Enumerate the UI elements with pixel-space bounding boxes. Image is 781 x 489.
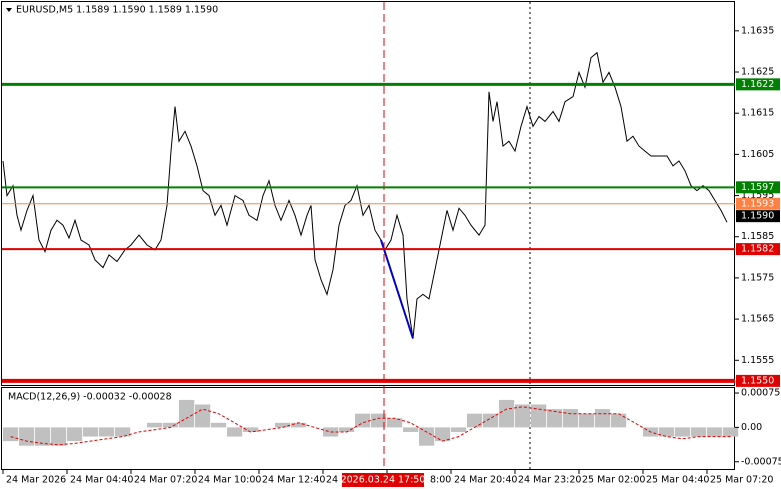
macd-bar [291,422,307,428]
level-label-box [736,78,780,91]
y-tick-label: 1.1605 [741,149,774,160]
macd-bar [467,413,483,428]
macd-bar [83,427,99,437]
macd-bar [611,413,627,428]
crosshair-label: 2026.03.24 17:50 [341,475,426,486]
macd-bar [515,404,531,428]
x-tick-label: 24 Mar 10:00 [198,475,261,486]
macd-bar [211,422,227,428]
x-tick-label: 8:00 [430,475,451,486]
y-tick-label: 1.1575 [741,272,774,283]
macd-bar [723,427,739,437]
macd-bar [67,427,83,442]
macd-bar [51,427,67,446]
macd-bar [579,413,595,428]
macd-bar [531,404,547,428]
x-tick-label: 24 Mar 04:40 [70,475,133,486]
macd-bar [707,427,723,437]
macd-bar [355,413,371,428]
macd-bar [275,422,291,428]
macd-bar [451,427,467,432]
x-tick-label: 25 Mar 02:00 [582,475,645,486]
macd-bar [243,427,259,432]
last-price-box [736,210,780,223]
x-tick-label: 25 Mar 04:40 [646,475,709,486]
y-tick-label: 1.1595 [741,190,774,201]
y-tick-label: 1.1585 [741,231,774,242]
macd-bar [163,422,179,428]
macd-bar [691,427,707,437]
x-tick-label: 24 Mar 23:20 [518,475,581,486]
y-tick-label: 1.1635 [741,25,774,36]
macd-bar [227,427,243,437]
x-tick-label: 25 Mar 07:20 [710,475,773,486]
macd-bar [179,399,195,428]
macd-bar [387,418,403,428]
y-tick-label: 1.1555 [741,355,774,366]
macd-bar [419,427,435,446]
x-tick-label: 24 Mar 2026 [6,475,66,486]
y-tick-label: 1.1615 [741,108,774,119]
x-tick-label: 24 M [326,475,349,486]
signal-line [10,406,731,446]
menu-triangle [6,8,12,12]
macd-bar [499,399,515,428]
y-tick-label: 0.00 [741,422,762,433]
plot-layer [2,51,739,446]
crosshair-label-box [342,473,424,487]
level-label: 1.1593 [741,198,774,209]
level-label: 1.1597 [741,182,774,193]
level-label: 1.1582 [741,244,774,255]
macd-bar [595,409,611,428]
level-label-box [736,374,780,387]
macd-bar [547,409,563,428]
macd-bar [483,413,499,428]
y-tick-label: 1.1625 [741,67,774,78]
main-frame [1,1,735,386]
x-tick-label: 24 Mar 07:20 [134,475,197,486]
level-label: 1.1550 [741,375,774,386]
level-label-box [736,181,780,194]
y-tick-label: 0.00075 [741,388,780,399]
macd-title: MACD(12,26,9) -0.00032 -0.00028 [8,392,172,403]
price-line [380,239,414,339]
macd-bar [99,427,115,437]
y-tick-label: -0.00075 [741,456,781,467]
macd-bar [19,427,35,446]
macd-bar [339,427,355,432]
macd-bar [147,422,163,428]
macd-bar [35,427,51,446]
macd-bar [435,427,451,442]
last-price-label: 1.1590 [741,211,774,222]
macd-bar [403,427,419,432]
macd-bar [115,427,131,437]
macd-bar [659,427,675,437]
level-label-box [736,197,780,210]
macd-bar [195,404,211,428]
y-tick-label: 1.1565 [741,314,774,325]
macd-bar [675,427,691,437]
level-label-box [736,243,780,256]
macd-bar [563,409,579,428]
level-label: 1.1622 [741,79,774,90]
macd-bar [3,427,19,442]
macd-bar [371,413,387,428]
x-tick-label: 24 Mar 20:40 [454,475,517,486]
chart-title: EURUSD,M5 1.1589 1.1590 1.1589 1.1590 [16,5,218,16]
x-tick-label: 24 Mar 12:40 [262,475,325,486]
